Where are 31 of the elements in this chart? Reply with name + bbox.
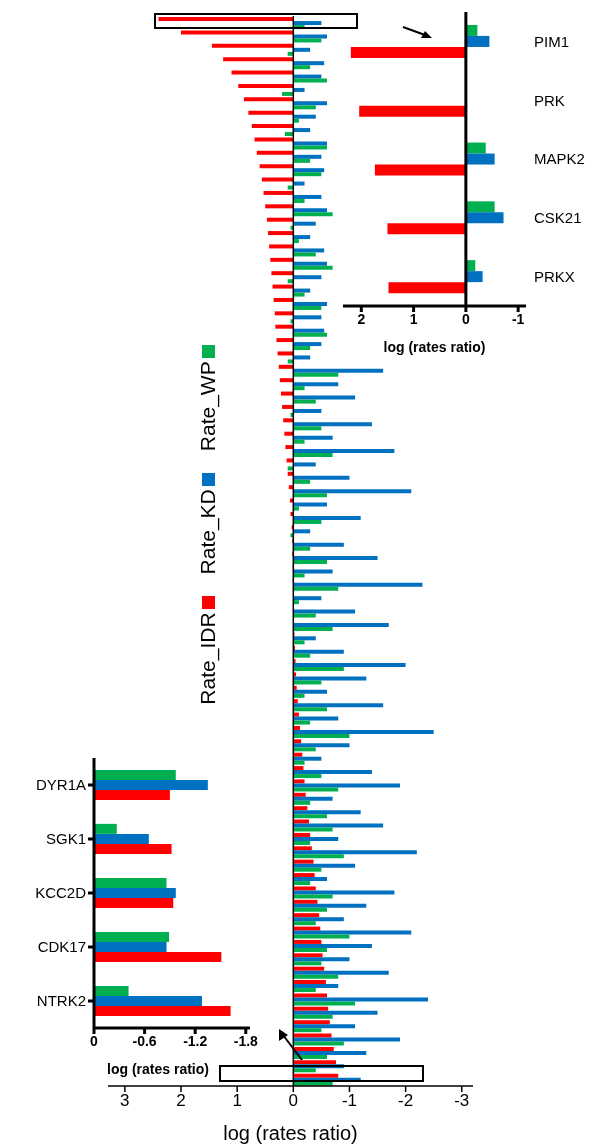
x-axis-title: log (rates ratio) <box>223 1122 358 1144</box>
y-tick-label: MAPK2 <box>534 150 585 168</box>
y-tick-label: KCC2D <box>35 884 87 902</box>
legend-label: Rate_IDR <box>196 612 220 705</box>
legend-label: Rate_WP <box>196 361 220 452</box>
x-tick-label: 1 <box>409 310 418 327</box>
x-tick-label: -0.6 <box>132 1032 157 1049</box>
x-tick-label: -1.8 <box>233 1032 259 1049</box>
x-tick-label: 3 <box>120 1091 130 1111</box>
y-tick-label: NTRK2 <box>36 992 86 1010</box>
y-tick-label: CDK17 <box>37 938 86 956</box>
x-tick-label: -1 <box>511 310 525 327</box>
x-tick-label: 2 <box>357 310 366 327</box>
x-tick-label: 2 <box>176 1091 186 1111</box>
y-tick-label: SGK1 <box>45 830 86 848</box>
x-tick-label: -1 <box>341 1091 358 1111</box>
x-tick-label: 0 <box>90 1032 99 1049</box>
y-tick-label: PRKX <box>534 267 575 285</box>
x-tick-label: -2 <box>398 1091 414 1111</box>
y-tick-label: DYR1A <box>35 776 86 794</box>
x-tick-label: -1.2 <box>183 1032 208 1049</box>
x-tick-label: -3 <box>454 1091 470 1111</box>
x-tick-label: 0 <box>288 1091 299 1111</box>
y-tick-label: PIM1 <box>534 32 570 50</box>
legend-label: Rate_KD <box>196 489 220 575</box>
y-tick-label: PRK <box>534 91 565 109</box>
x-axis-title: log (rates ratio) <box>383 339 486 355</box>
x-tick-label: 0 <box>461 310 470 327</box>
x-tick-label: 1 <box>232 1091 242 1111</box>
x-axis-title: log (rates ratio) <box>107 1061 209 1077</box>
y-tick-label: CSK21 <box>534 209 582 227</box>
